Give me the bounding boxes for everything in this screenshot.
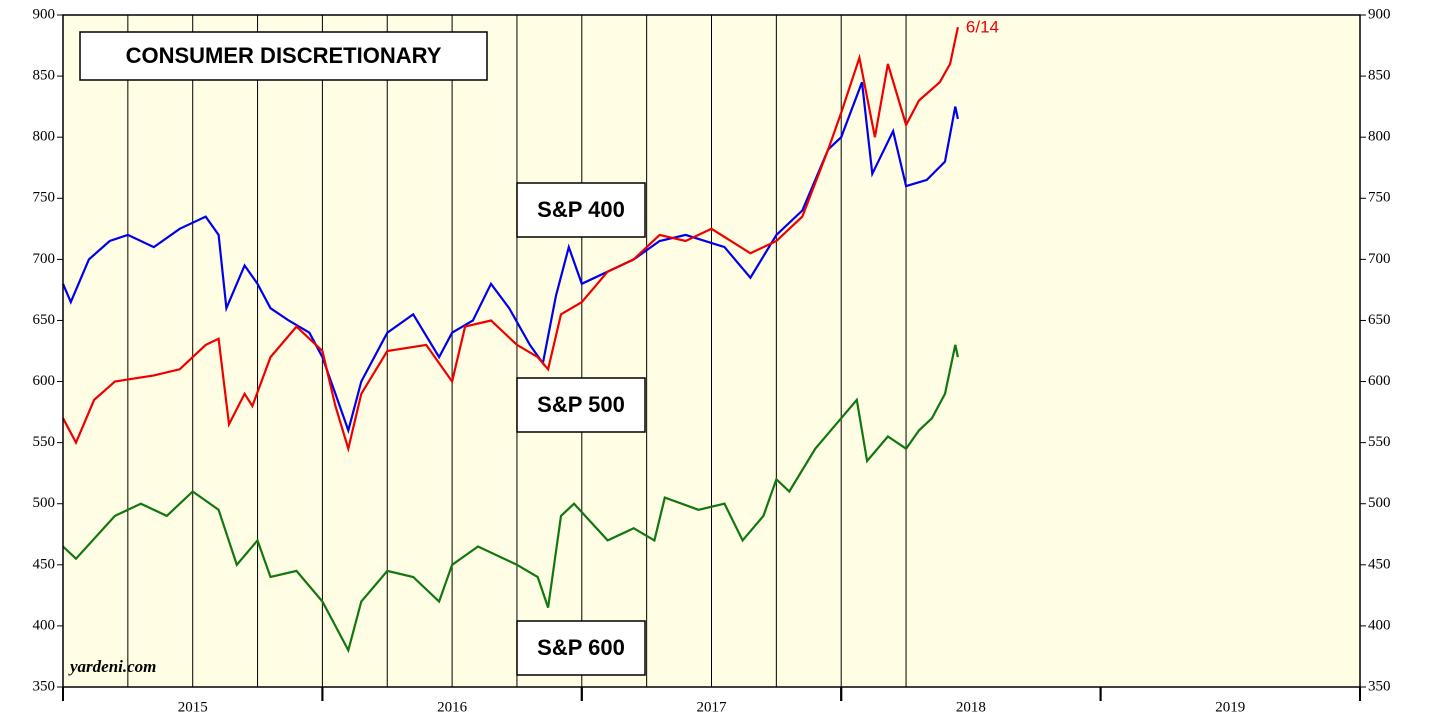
y-tick-label: 650 (33, 312, 56, 328)
x-tick-label: 2016 (437, 699, 468, 715)
y2-tick-label: 700 (1368, 251, 1391, 267)
y-tick-label: 750 (33, 190, 56, 206)
y-tick-label: 700 (33, 251, 56, 267)
y2-tick-label: 400 (1368, 617, 1391, 633)
y2-tick-label: 800 (1368, 129, 1391, 145)
legend-label-box (516, 620, 646, 676)
y2-tick-label: 600 (1368, 373, 1391, 389)
y-tick-label: 800 (33, 129, 56, 145)
legend-label-box (516, 182, 646, 238)
chart-title-box (79, 31, 488, 81)
x-tick-label: 2015 (178, 699, 208, 715)
y-tick-label: 450 (33, 556, 56, 572)
y2-tick-label: 500 (1368, 495, 1391, 511)
y-tick-label: 400 (33, 617, 56, 633)
legend-label-box (516, 377, 646, 433)
legend-label: S&P 600 (537, 635, 625, 660)
series-line (62, 26, 959, 453)
series-line (61, 81, 959, 435)
legend-label: S&P 400 (537, 197, 625, 222)
plot-border (62, 14, 1361, 688)
y2-tick-label: 350 (1368, 678, 1391, 694)
y2-tick-label: 550 (1368, 434, 1391, 450)
legend-label: S&P 500 (537, 392, 625, 417)
y2-tick-label: 650 (1368, 312, 1391, 328)
x-tick-label: 2018 (956, 699, 986, 715)
annotation: 6/14 (966, 17, 999, 36)
y2-tick-label: 900 (1368, 6, 1391, 22)
y2-tick-label: 750 (1368, 190, 1391, 206)
y-tick-label: 350 (33, 678, 56, 694)
y2-tick-label: 450 (1368, 556, 1391, 572)
y-tick-label: 500 (33, 495, 56, 511)
chart-title: CONSUMER DISCRETIONARY (126, 43, 442, 68)
y-tick-label: 550 (33, 434, 56, 450)
series-line (62, 344, 959, 654)
x-tick-label: 2017 (697, 699, 728, 715)
y-tick-label: 850 (33, 68, 56, 84)
x-tick-label: 2019 (1215, 699, 1245, 715)
y2-tick-label: 850 (1368, 68, 1391, 84)
source: yardeni.com (68, 657, 156, 676)
y-tick-label: 600 (33, 373, 56, 389)
y-tick-label: 900 (33, 6, 56, 22)
